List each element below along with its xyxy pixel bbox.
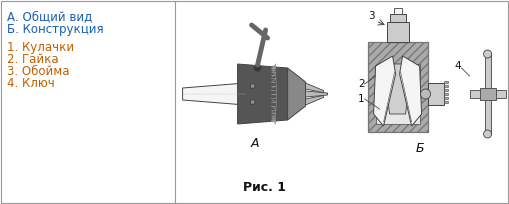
Bar — [470, 90, 505, 98]
Text: 3: 3 — [369, 11, 375, 21]
Circle shape — [250, 100, 255, 104]
Circle shape — [420, 89, 431, 99]
Text: 2: 2 — [358, 79, 365, 89]
Polygon shape — [374, 56, 395, 126]
Text: Б. Конструкция: Б. Конструкция — [7, 23, 104, 36]
Bar — [479, 88, 496, 100]
Polygon shape — [305, 95, 324, 105]
Text: 1: 1 — [358, 94, 365, 104]
Bar — [443, 92, 447, 95]
Circle shape — [254, 64, 261, 71]
Bar — [443, 101, 447, 103]
Bar — [367, 42, 428, 132]
Bar — [443, 81, 447, 83]
Bar — [393, 8, 402, 14]
Bar — [367, 42, 428, 132]
Bar — [428, 83, 443, 105]
Bar — [443, 84, 447, 87]
Bar — [387, 22, 409, 42]
Bar — [376, 64, 419, 124]
Text: Б: Б — [415, 142, 424, 155]
Text: 2. Гайка: 2. Гайка — [7, 53, 59, 66]
Bar — [443, 89, 447, 91]
Circle shape — [484, 130, 492, 138]
Text: 3. Обойма: 3. Обойма — [7, 65, 70, 78]
Text: А: А — [250, 137, 259, 150]
Polygon shape — [400, 56, 421, 126]
Circle shape — [250, 83, 255, 89]
Bar — [389, 14, 406, 22]
Text: Рис. 1: Рис. 1 — [243, 181, 286, 194]
Bar — [443, 96, 447, 99]
Text: 4. Ключ: 4. Ключ — [7, 77, 55, 90]
Polygon shape — [288, 68, 305, 120]
Circle shape — [484, 50, 492, 58]
Text: А. Общий вид: А. Общий вид — [7, 10, 92, 23]
Bar — [485, 54, 491, 134]
Polygon shape — [238, 64, 288, 124]
Polygon shape — [305, 91, 328, 97]
Text: 4: 4 — [454, 61, 461, 71]
Polygon shape — [305, 83, 324, 93]
Polygon shape — [384, 64, 412, 114]
Text: 1. Кулачки: 1. Кулачки — [7, 41, 74, 54]
Polygon shape — [183, 83, 245, 105]
